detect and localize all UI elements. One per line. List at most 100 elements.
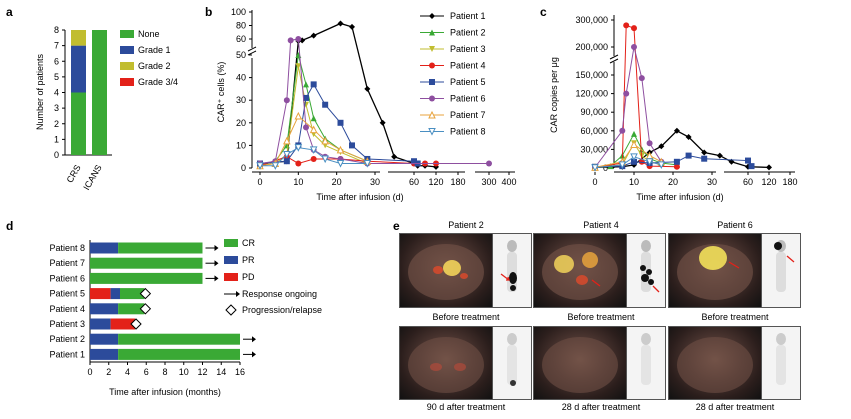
panel-label-b: b (205, 5, 212, 19)
panel-b-xtick-label: 10 (293, 177, 303, 187)
legend-label: Patient 2 (450, 28, 486, 38)
panel-c-point (619, 127, 626, 134)
panel-d-bar-segment (90, 303, 119, 315)
panel-c-point (673, 127, 680, 134)
panel-d-bar-segment (118, 303, 145, 315)
panel-c-point (630, 153, 638, 161)
panel-d-bar-segment (90, 272, 203, 284)
panel-a-ytick-label: 2 (54, 119, 59, 129)
legend-marker (429, 29, 435, 36)
panel-a-ytick-label: 8 (54, 25, 59, 35)
panel-b-point (283, 158, 290, 165)
panel-d-xtick-label: 0 (87, 367, 92, 377)
panel-e-before-4: Before treatment (567, 312, 635, 322)
legend-swatch-pr (224, 256, 238, 264)
panel-b-point (294, 111, 303, 120)
panel-c-point (631, 25, 637, 32)
panel-label-e: e (393, 219, 400, 233)
diamond-icon (225, 304, 237, 316)
panel-b-ylabel: CAR⁺ cells (%) (216, 62, 226, 123)
ct-scan-patient6-before (668, 233, 762, 308)
panel-c-xtick-label: 180 (782, 177, 797, 187)
panel-a-ylabel: Number of patients (35, 53, 45, 130)
panel-b-point (363, 159, 372, 168)
panel-d-legend: CR PR PD Response ongoing Progression/re… (224, 238, 322, 316)
panel-c-point (623, 22, 630, 29)
panel-b-series-line (259, 115, 368, 167)
panel-b-point (295, 36, 302, 42)
arrow-right-icon (214, 260, 219, 267)
arrow-icon (652, 285, 660, 293)
panel-b-point (309, 146, 318, 155)
legend-label-pd: PD (242, 272, 255, 282)
legend-label-cr: CR (242, 238, 255, 248)
panel-c-point (638, 75, 645, 82)
panel-b-axis-break (247, 50, 257, 56)
panel-b-chart: CAR⁺ cells (%) Time after infusion (d) 0… (216, 7, 517, 202)
legend-swatch-grade34 (120, 78, 134, 86)
panel-b-xtick-label: 180 (450, 177, 465, 187)
panel-d-bar-segment (90, 288, 111, 300)
panel-b-point (391, 153, 398, 160)
panel-d-row-label: Patient 8 (49, 243, 85, 253)
panel-c-point (748, 163, 755, 170)
panel-c-ytick-label: 150,000 (575, 70, 608, 80)
panel-c-point (658, 143, 665, 150)
panel-b-point (310, 81, 317, 88)
panel-b-point (337, 119, 344, 126)
legend-swatch-pd (224, 273, 238, 281)
panel-b-point (379, 119, 386, 126)
panel-b-point (336, 145, 345, 154)
ct-scan-patient4-after (533, 326, 627, 400)
panel-a-ytick-label: 4 (54, 88, 59, 98)
panel-a-ytick-label: 3 (54, 103, 59, 113)
panel-b-point (303, 94, 309, 101)
panel-a-bar-segment (71, 92, 86, 155)
panel-d-row-label: Patient 2 (49, 334, 85, 344)
legend-label: Patient 1 (450, 11, 486, 21)
panel-e-after-6: 28 d after treatment (696, 402, 775, 412)
diamond-icon (130, 318, 142, 330)
panel-a-bar-segment (71, 30, 86, 46)
panel-c-ytick-label: 120,000 (575, 89, 608, 99)
panel-b-point (337, 20, 344, 27)
panel-c-ytick-label: 200,000 (575, 42, 608, 52)
panel-e-patient-6: Patient 6 (717, 220, 753, 230)
arrow-right-icon (214, 275, 219, 282)
panel-c-point (673, 163, 680, 170)
panel-d-row-label: Patient 7 (49, 258, 85, 268)
panel-b-xlabel: Time after infusion (d) (316, 192, 403, 202)
pet-scan-patient6-after (761, 326, 801, 400)
panel-b-point (310, 115, 317, 122)
panel-b-ytick-label: 80 (236, 21, 246, 31)
panel-b-xtick-label: 400 (501, 177, 516, 187)
panel-d-bar-segment (90, 242, 119, 254)
legend-swatch-cr (224, 239, 238, 247)
panel-e-before-6: Before treatment (701, 312, 769, 322)
panel-e-patient-2: Patient 2 (448, 220, 484, 230)
panel-d-xtick-label: 14 (216, 367, 226, 377)
panel-b-point (283, 136, 291, 145)
panel-a-ytick-label: 1 (54, 134, 59, 144)
panel-b-point (294, 144, 303, 152)
panel-c-ytick-label: 0 (603, 163, 608, 173)
legend-label-ongoing: Response ongoing (242, 289, 317, 299)
panel-d-bar-segment (90, 333, 119, 345)
panel-b-point (486, 160, 492, 167)
legend-swatch-grade2 (120, 62, 134, 70)
panel-d-row-label: Patient 3 (49, 319, 85, 329)
pet-scan-patient6-before (761, 233, 801, 308)
panel-d-xlabel: Time after infusion (months) (109, 387, 221, 397)
panel-c-point (701, 155, 708, 162)
legend-label-grade1: Grade 1 (138, 45, 171, 55)
panel-a-ytick-label: 0 (54, 150, 59, 160)
panel-c-point (631, 44, 637, 50)
panel-d-bar-segment (118, 348, 240, 360)
panel-d-xtick-label: 6 (144, 367, 149, 377)
panel-c-point (673, 158, 680, 165)
panel-b-xtick-label: 60 (409, 177, 419, 187)
panel-c-point (766, 164, 772, 171)
panel-c-point (685, 134, 692, 140)
legend-label: Patient 5 (450, 77, 486, 87)
arrow-right-icon (236, 291, 240, 297)
